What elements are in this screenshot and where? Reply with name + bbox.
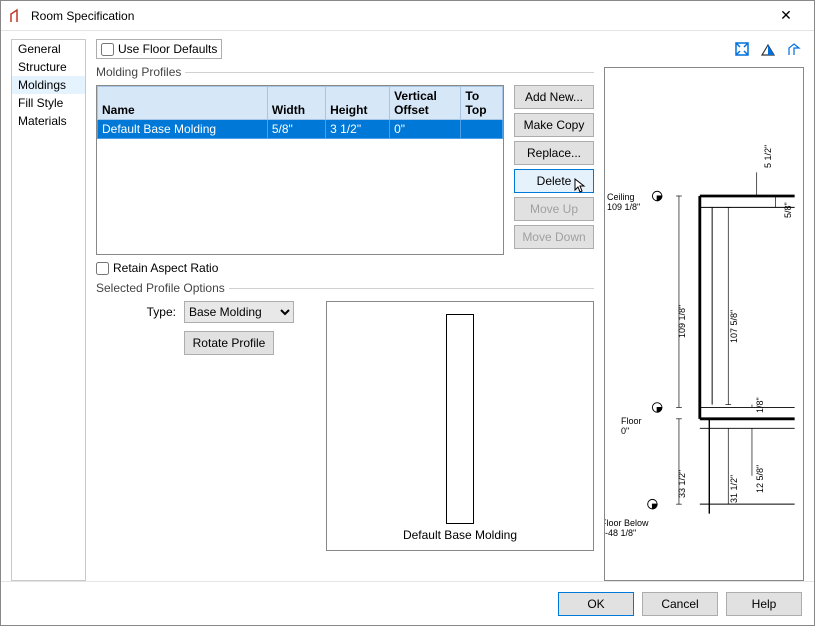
col-voffset[interactable]: VerticalOffset [390, 87, 461, 120]
profiles-table-wrap: Name Width Height VerticalOffset ToTop D… [96, 85, 504, 255]
profile-options-left: Type: Base Molding Rotate Profile [96, 301, 316, 551]
right-pane: Ceiling 109 1/8" Floor 0" Floor Below -4… [604, 39, 804, 581]
lbl-floor: Floor [621, 416, 642, 426]
add-new-button[interactable]: Add New... [514, 85, 594, 109]
fullscreen-icon[interactable] [732, 39, 752, 59]
move-up-button: Move Up [514, 197, 594, 221]
sidebar-item-general[interactable]: General [12, 40, 85, 58]
main-panel: Use Floor Defaults Molding Profiles Name… [96, 39, 594, 581]
dim-h: 12 5/8" [755, 465, 765, 493]
use-floor-defaults-row[interactable]: Use Floor Defaults [96, 39, 222, 59]
cell-height[interactable]: 3 1/2" [326, 120, 390, 139]
col-height[interactable]: Height [326, 87, 390, 120]
selected-profile-legend: Selected Profile Options [96, 281, 229, 295]
molding-profiles-group: Molding Profiles Name Width Height Verti… [96, 65, 594, 255]
rotate-profile-button[interactable]: Rotate Profile [184, 331, 274, 355]
use-floor-defaults-checkbox[interactable] [101, 43, 114, 56]
app-icon [9, 8, 25, 24]
dim-c: 109 1/8" [677, 305, 687, 338]
selected-profile-group: Selected Profile Options Type: Base Mold… [96, 281, 594, 551]
dialog-body: General Structure Moldings Fill Style Ma… [1, 31, 814, 581]
dialog-window: Room Specification ✕ General Structure M… [0, 0, 815, 626]
retain-aspect-row[interactable]: Retain Aspect Ratio [96, 261, 594, 275]
window-title: Room Specification [31, 9, 766, 23]
lbl-floor-below: Floor Below [604, 518, 649, 528]
make-copy-button[interactable]: Make Copy [514, 113, 594, 137]
cell-voffset[interactable]: 0" [390, 120, 461, 139]
color-toggle-icon[interactable] [758, 39, 778, 59]
dim-e: 1/8" [755, 397, 765, 413]
type-select[interactable]: Base Molding [184, 301, 294, 323]
category-sidebar: General Structure Moldings Fill Style Ma… [11, 39, 86, 581]
lbl-ceiling: Ceiling [607, 192, 635, 202]
table-row[interactable]: Default Base Molding 5/8" 3 1/2" 0" [98, 120, 503, 139]
retain-aspect-label: Retain Aspect Ratio [113, 261, 218, 275]
dim-g: 31 1/2" [729, 475, 739, 503]
dim-b: 5/8" [783, 202, 793, 218]
ok-button[interactable]: OK [558, 592, 634, 616]
help-button[interactable]: Help [726, 592, 802, 616]
sidebar-item-moldings[interactable]: Moldings [12, 76, 85, 94]
dim-f: 33 1/2" [677, 470, 687, 498]
lbl-floor-below-dim: -48 1/8" [605, 528, 636, 538]
replace-button[interactable]: Replace... [514, 141, 594, 165]
col-totop[interactable]: ToTop [461, 87, 503, 120]
dim-d: 107 5/8" [729, 310, 739, 343]
section-drawing[interactable]: Ceiling 109 1/8" Floor 0" Floor Below -4… [604, 67, 804, 581]
cell-width[interactable]: 5/8" [267, 120, 325, 139]
delete-button[interactable]: Delete [514, 169, 594, 193]
sidebar-item-fill-style[interactable]: Fill Style [12, 94, 85, 112]
use-floor-defaults-label: Use Floor Defaults [118, 42, 217, 56]
close-button[interactable]: ✕ [766, 7, 806, 24]
lbl-floor-dim: 0" [621, 426, 629, 436]
sidebar-item-materials[interactable]: Materials [12, 112, 85, 130]
profile-buttons: Add New... Make Copy Replace... Delete M… [514, 85, 594, 255]
move-down-button: Move Down [514, 225, 594, 249]
col-width[interactable]: Width [267, 87, 325, 120]
type-label: Type: [96, 305, 176, 319]
sidebar-item-structure[interactable]: Structure [12, 58, 85, 76]
lbl-ceiling-dim: 109 1/8" [607, 202, 640, 212]
profile-preview: Default Base Molding [326, 301, 594, 551]
view-tools [604, 39, 804, 61]
preview-caption: Default Base Molding [403, 528, 517, 542]
dialog-footer: OK Cancel Help [1, 581, 814, 625]
titlebar: Room Specification ✕ [1, 1, 814, 31]
retain-aspect-checkbox[interactable] [96, 262, 109, 275]
dim-a: 5 1/2" [763, 145, 773, 168]
molding-profiles-legend: Molding Profiles [96, 65, 185, 79]
profiles-table: Name Width Height VerticalOffset ToTop D… [97, 86, 503, 139]
col-name[interactable]: Name [98, 87, 268, 120]
elevation-icon[interactable] [784, 39, 804, 59]
cell-totop[interactable] [461, 120, 503, 139]
preview-shape [446, 314, 474, 524]
cancel-button[interactable]: Cancel [642, 592, 718, 616]
cell-name[interactable]: Default Base Molding [98, 120, 268, 139]
